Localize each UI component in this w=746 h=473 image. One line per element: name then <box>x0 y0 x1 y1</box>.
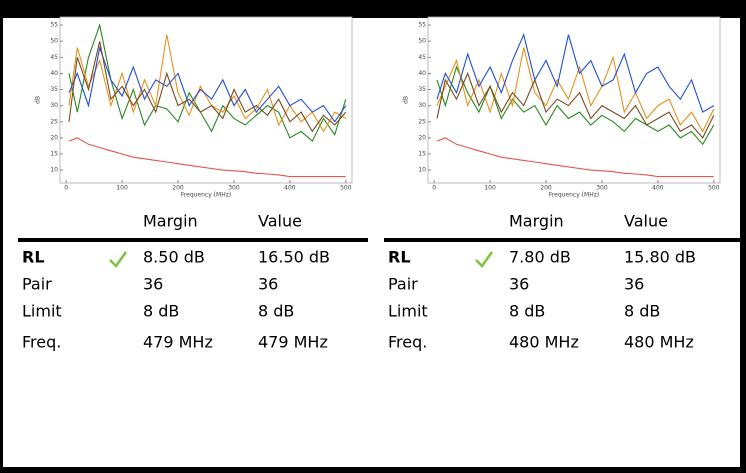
cell-value: 36 <box>624 275 644 294</box>
row-label: Limit <box>22 302 62 321</box>
y-tick-label: 15 <box>418 150 426 157</box>
x-tick-label: 0 <box>432 185 436 192</box>
y-tick-label: 30 <box>50 102 58 109</box>
cell-value: 480 MHz <box>509 333 579 352</box>
column-header: Value <box>624 212 668 231</box>
y-tick-label: 35 <box>418 86 426 93</box>
column-header: Value <box>258 212 302 231</box>
row-label: Limit <box>388 302 428 321</box>
cell-value: 8 dB <box>143 302 179 321</box>
series-line <box>436 32 715 113</box>
series-line <box>436 137 714 178</box>
x-tick-label: 200 <box>172 185 184 192</box>
x-axis-label: Frequency (MHz) <box>181 192 231 199</box>
row-label: RL <box>22 248 45 267</box>
y-tick-label: 45 <box>50 54 58 61</box>
y-tick-label: 35 <box>50 86 58 93</box>
series-line <box>436 47 715 133</box>
divider <box>18 238 368 242</box>
cell-value: 8 dB <box>509 302 545 321</box>
y-tick-label: 30 <box>418 102 426 109</box>
row-label: Freq. <box>22 333 61 352</box>
cell-value: 479 MHz <box>258 333 328 352</box>
series-line <box>436 71 715 139</box>
check-icon <box>475 251 494 268</box>
series-line <box>68 41 347 133</box>
x-tick-label: 100 <box>116 185 128 192</box>
cell-value: 16.50 dB <box>258 248 330 267</box>
x-tick-label: 200 <box>540 185 552 192</box>
y-tick-label: 10 <box>50 167 58 174</box>
series-line <box>68 23 347 142</box>
x-tick-label: 400 <box>652 185 664 192</box>
cell-value: 8 dB <box>258 302 294 321</box>
cell-value: 480 MHz <box>624 333 694 352</box>
x-tick-label: 500 <box>340 185 352 192</box>
x-tick-label: 400 <box>284 185 296 192</box>
y-tick-label: 45 <box>418 54 426 61</box>
cell-value: 36 <box>258 275 278 294</box>
y-tick-label: 50 <box>50 38 58 45</box>
y-tick-label: 40 <box>418 70 426 77</box>
row-label: Freq. <box>388 333 427 352</box>
series-line <box>68 137 346 178</box>
cell-value: 36 <box>143 275 163 294</box>
column-header: Margin <box>143 212 198 231</box>
y-tick-label: 55 <box>418 22 426 29</box>
y-tick-label: 10 <box>418 167 426 174</box>
y-axis-label: dB <box>35 96 42 104</box>
x-tick-label: 300 <box>596 185 608 192</box>
cell-value: 479 MHz <box>143 333 213 352</box>
row-label: RL <box>388 248 411 267</box>
x-tick-label: 0 <box>64 185 68 192</box>
y-tick-label: 25 <box>50 118 58 125</box>
cell-value: 15.80 dB <box>624 248 696 267</box>
x-tick-label: 500 <box>708 185 720 192</box>
y-tick-label: 25 <box>418 118 426 125</box>
series-line <box>68 45 347 123</box>
series-line <box>68 34 347 133</box>
row-label: Pair <box>22 275 52 294</box>
cell-value: 8.50 dB <box>143 248 205 267</box>
row-label: Pair <box>388 275 418 294</box>
y-tick-label: 40 <box>50 70 58 77</box>
cell-value: 8 dB <box>624 302 660 321</box>
y-tick-label: 20 <box>418 134 426 141</box>
y-tick-label: 55 <box>50 22 58 29</box>
cell-value: 36 <box>509 275 529 294</box>
column-header: Margin <box>509 212 564 231</box>
y-tick-label: 20 <box>50 134 58 141</box>
check-icon <box>109 251 128 268</box>
divider <box>384 238 740 242</box>
y-tick-label: 50 <box>418 38 426 45</box>
cell-value: 7.80 dB <box>509 248 571 267</box>
series-line <box>436 65 715 146</box>
y-axis-label: dB <box>403 96 410 104</box>
y-tick-label: 15 <box>50 150 58 157</box>
x-axis-label: Frequency (MHz) <box>549 192 599 199</box>
x-tick-label: 100 <box>484 185 496 192</box>
plot-area <box>59 16 353 184</box>
x-tick-label: 300 <box>228 185 240 192</box>
